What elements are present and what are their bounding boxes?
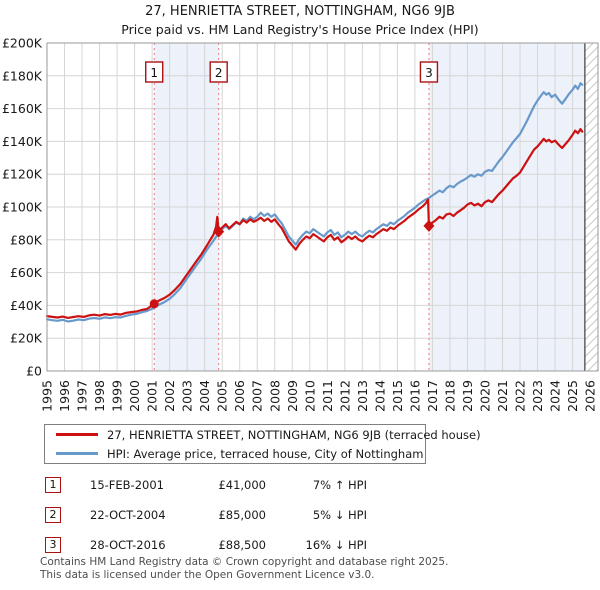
footer-line-2: This data is licensed under the Open Gov… — [40, 568, 375, 581]
sale-marker-badge-3: 3 — [45, 537, 61, 553]
svg-text:2017: 2017 — [425, 380, 440, 412]
svg-text:£200K: £200K — [2, 38, 43, 51]
svg-text:£80K: £80K — [10, 232, 43, 247]
sale-price: £41,000 — [218, 478, 266, 492]
svg-text:2018: 2018 — [442, 380, 457, 412]
transaction-row-3: 3 28-OCT-2016 £88,500 16% ↓ HPI — [0, 537, 600, 555]
svg-text:£20K: £20K — [10, 331, 43, 346]
svg-text:2009: 2009 — [285, 380, 300, 412]
svg-text:2007: 2007 — [250, 380, 265, 412]
legend-item-hpi: HPI: Average price, terraced house, City… — [45, 444, 425, 463]
price-paid-line — [45, 127, 584, 319]
svg-text:£160K: £160K — [2, 101, 43, 116]
transaction-row-2: 2 22-OCT-2004 £85,000 5% ↓ HPI — [0, 507, 600, 525]
svg-text:2002: 2002 — [162, 380, 177, 412]
sale-marker-labels: 1 2 3 — [145, 61, 439, 83]
svg-text:£100K: £100K — [2, 200, 43, 215]
svg-text:2020: 2020 — [477, 380, 492, 412]
svg-text:2010: 2010 — [302, 380, 317, 412]
svg-text:2000: 2000 — [127, 380, 142, 412]
svg-text:2013: 2013 — [355, 380, 370, 412]
license-footer: Contains HM Land Registry data © Crown c… — [40, 556, 448, 581]
svg-text:2004: 2004 — [197, 380, 212, 412]
sale-point-3 — [423, 219, 435, 232]
sale-point-1 — [149, 299, 159, 309]
sale-markers — [149, 219, 435, 309]
sale-marker-badge-2: 2 — [45, 507, 61, 523]
svg-text:£180K: £180K — [2, 68, 43, 83]
svg-text:2001: 2001 — [145, 380, 160, 412]
page-subtitle: Price paid vs. HM Land Registry's House … — [121, 22, 479, 37]
sale-price: £88,500 — [218, 538, 266, 552]
sale-marker-badge-1: 1 — [45, 477, 61, 493]
svg-text:1997: 1997 — [75, 380, 90, 412]
sale-hpi-delta: 7% ↑ HPI — [312, 478, 367, 492]
x-axis-labels: 1995 1996 1997 1998 1999 2000 2001 2002 2003 2004… — [40, 380, 598, 412]
svg-text:2024: 2024 — [548, 380, 563, 412]
future-hatch-band — [584, 43, 598, 371]
svg-text:2012: 2012 — [337, 380, 352, 412]
svg-text:1: 1 — [150, 66, 158, 80]
legend: 27, HENRIETTA STREET, NOTTINGHAM, NG6 9J… — [44, 424, 481, 464]
svg-text:2016: 2016 — [407, 380, 422, 412]
svg-text:1999: 1999 — [110, 380, 125, 412]
sale-hpi-delta: 5% ↓ HPI — [312, 508, 367, 522]
price-chart: 1 2 3 £0 £20K £40K £60K £80K £100K £120K £140K £160… — [2, 38, 599, 412]
svg-text:2021: 2021 — [495, 380, 510, 412]
svg-text:£60K: £60K — [10, 265, 43, 280]
sale-date: 22-OCT-2004 — [90, 508, 166, 522]
svg-text:1995: 1995 — [40, 380, 55, 412]
svg-text:2025: 2025 — [565, 380, 580, 412]
plot-border — [46, 42, 599, 372]
sale-date: 15-FEB-2001 — [90, 478, 164, 492]
sale-price: £85,000 — [218, 508, 266, 522]
y-axis-labels: £0 £20K £40K £60K £80K £100K £120K £140K £160K £1… — [2, 38, 43, 379]
svg-text:3: 3 — [425, 66, 433, 80]
svg-text:2011: 2011 — [320, 380, 335, 412]
sale-point-2 — [213, 225, 225, 238]
transaction-row-1: 1 15-FEB-2001 £41,000 7% ↑ HPI — [0, 477, 600, 495]
svg-text:2022: 2022 — [513, 380, 528, 412]
svg-text:1996: 1996 — [57, 380, 72, 412]
svg-text:2006: 2006 — [232, 380, 247, 412]
svg-text:£40K: £40K — [10, 298, 43, 313]
legend-label: HPI: Average price, terraced house, City… — [107, 446, 424, 461]
svg-text:2014: 2014 — [372, 380, 387, 412]
svg-text:2019: 2019 — [460, 380, 475, 412]
svg-text:1998: 1998 — [92, 380, 107, 412]
svg-text:2008: 2008 — [267, 380, 282, 412]
svg-text:£140K: £140K — [2, 134, 43, 149]
legend-item-price-paid: 27, HENRIETTA STREET, NOTTINGHAM, NG6 9J… — [45, 425, 481, 444]
svg-text:£120K: £120K — [2, 167, 43, 182]
svg-text:£0: £0 — [26, 364, 42, 379]
svg-text:2026: 2026 — [583, 380, 598, 412]
page-title: 27, HENRIETTA STREET, NOTTINGHAM, NG6 9J… — [145, 4, 455, 19]
svg-text:2023: 2023 — [530, 380, 545, 412]
svg-text:2005: 2005 — [215, 380, 230, 412]
svg-text:2003: 2003 — [180, 380, 195, 412]
svg-text:2015: 2015 — [390, 380, 405, 412]
legend-label: 27, HENRIETTA STREET, NOTTINGHAM, NG6 9J… — [107, 427, 481, 442]
hpi-line — [45, 82, 584, 323]
footer-line-1: Contains HM Land Registry data © Crown c… — [40, 556, 449, 568]
hpi-line-sample — [56, 452, 98, 455]
price-paid-line-sample — [56, 433, 98, 436]
sale-date: 28-OCT-2016 — [90, 538, 166, 552]
svg-text:2: 2 — [215, 66, 223, 80]
sale-hpi-delta: 16% ↓ HPI — [305, 538, 367, 552]
